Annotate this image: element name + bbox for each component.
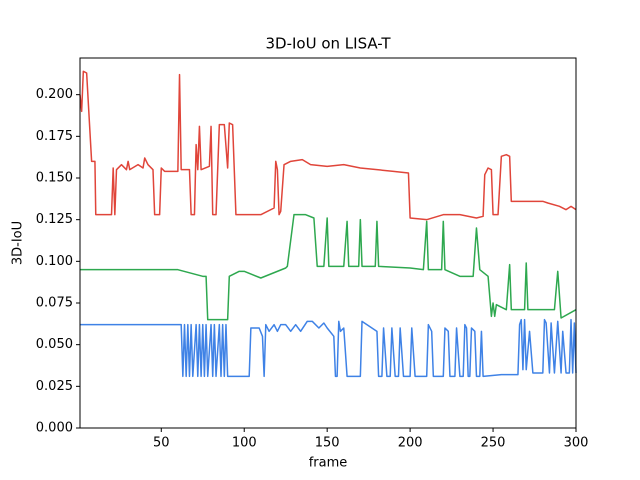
y-tick-label: 0.075 <box>36 296 73 311</box>
y-tick-label: 0.125 <box>36 212 73 227</box>
y-tick-label: 0.175 <box>36 129 73 144</box>
y-tick-label: 0.200 <box>36 87 73 102</box>
y-tick-label: 0.100 <box>36 254 73 269</box>
y-tick-label: 0.050 <box>36 337 73 352</box>
chart-title: 3D-IoU on LISA-T <box>265 35 391 53</box>
plot-frame <box>79 57 577 429</box>
y-tick-label: 0.025 <box>36 379 73 394</box>
x-tick-label: 150 <box>315 436 340 451</box>
y-axis-label: 3D-IoU <box>11 221 26 265</box>
x-axis-label: frame <box>309 456 348 471</box>
data-line <box>80 318 577 378</box>
data-line <box>79 70 577 221</box>
x-tick-label: 200 <box>398 436 423 451</box>
data-line <box>80 213 577 321</box>
x-tick-label: 250 <box>481 436 506 451</box>
x-tick-label: 100 <box>232 436 257 451</box>
y-tick-label: 0.000 <box>36 421 73 436</box>
x-tick-label: 300 <box>564 436 589 451</box>
y-tick-label: 0.150 <box>36 171 73 186</box>
x-tick-label: 50 <box>153 436 170 451</box>
